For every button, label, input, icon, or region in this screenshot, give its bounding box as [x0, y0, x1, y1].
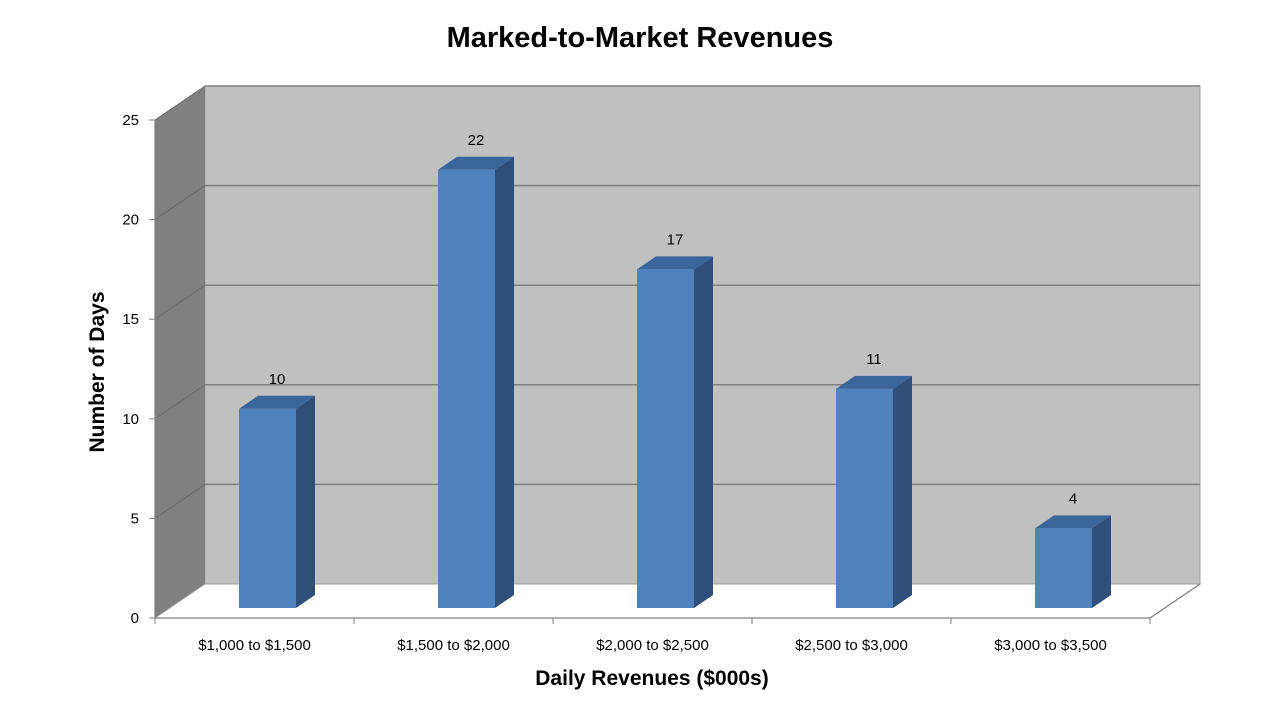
gridline-side-15 — [154, 284, 206, 320]
x-axis-title: Daily Revenues ($000s) — [535, 667, 768, 690]
data-label-2: 17 — [667, 231, 684, 248]
data-label-1: 22 — [468, 132, 485, 149]
gridline-side-5 — [154, 483, 206, 519]
bars — [239, 156, 1111, 608]
bar-top-3 — [836, 375, 912, 389]
axes — [149, 119, 1201, 624]
x-tick-label-4: $3,000 to $3,500 — [994, 637, 1107, 654]
x-tick-labels: $1,000 to $1,500 $1,500 to $2,000 $2,000 t… — [198, 637, 1107, 654]
y-tick-label-10: 10 — [122, 411, 139, 428]
bar-top-1 — [438, 156, 514, 170]
bar-front-1 — [438, 169, 495, 608]
bar-1 — [438, 156, 514, 608]
bar-front-0 — [239, 408, 296, 608]
bar-front-4 — [1035, 528, 1092, 608]
x-tick-label-3: $2,500 to $3,000 — [795, 637, 908, 654]
y-tick-label-20: 20 — [122, 212, 139, 229]
y-tick-label-15: 15 — [122, 311, 139, 328]
y-tick-label-0: 0 — [131, 610, 139, 627]
bar-side-0 — [296, 395, 315, 608]
gridline-side-10 — [154, 384, 206, 420]
x-tick-label-2: $2,000 to $2,500 — [596, 637, 709, 654]
bar-side-2 — [694, 256, 713, 608]
bar-3 — [836, 375, 912, 608]
bar-side-4 — [1092, 515, 1111, 608]
y-tick-label-5: 5 — [131, 510, 139, 527]
bar-side-1 — [495, 156, 514, 608]
bar-top-0 — [239, 395, 315, 409]
bar-front-2 — [637, 269, 694, 608]
bar-side-3 — [893, 375, 912, 608]
x-tick-label-1: $1,500 to $2,000 — [397, 637, 510, 654]
x-tick-label-0: $1,000 to $1,500 — [198, 637, 311, 654]
data-label-0: 10 — [269, 371, 286, 388]
bar-2 — [637, 256, 713, 608]
data-label-4: 4 — [1069, 490, 1077, 507]
bar-top-4 — [1035, 515, 1111, 529]
y-tick-label-25: 25 — [122, 112, 139, 129]
bar-top-2 — [637, 256, 713, 270]
data-label-3: 11 — [866, 351, 882, 368]
bar-4 — [1035, 515, 1111, 608]
bar-front-3 — [836, 388, 893, 608]
gridline-side-25 — [154, 85, 206, 121]
gridline-side-20 — [154, 185, 206, 221]
y-tick-labels: 0 5 10 15 20 25 — [122, 112, 139, 627]
y-axis-title: Number of Days — [86, 291, 109, 452]
side-wall — [155, 86, 205, 618]
chart-title: Marked-to-Market Revenues — [447, 22, 834, 54]
floor-edge-right — [1149, 583, 1201, 619]
bar-0 — [239, 395, 315, 608]
data-labels: 10 22 17 11 4 — [269, 132, 1078, 508]
